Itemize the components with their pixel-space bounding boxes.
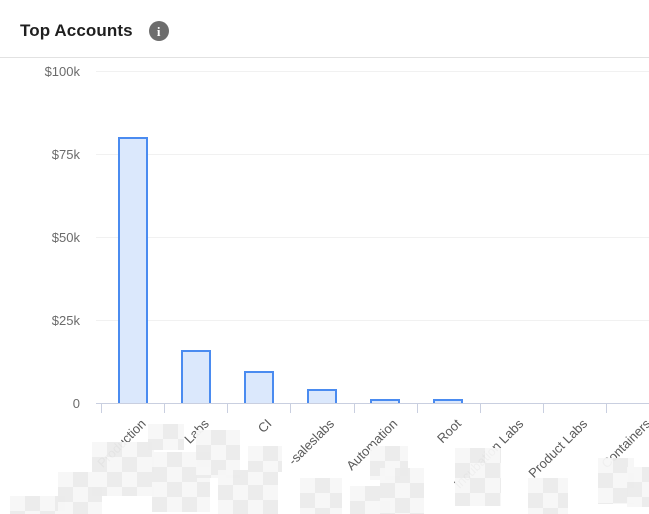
x-axis-tick <box>606 403 607 413</box>
redaction-mosaic <box>627 467 649 507</box>
redaction-mosaic <box>248 446 282 472</box>
x-axis-tick <box>164 403 165 413</box>
x-axis-line <box>96 403 649 404</box>
redaction-mosaic <box>218 470 278 514</box>
y-axis-label: $100k <box>44 64 80 79</box>
gridline <box>96 154 649 155</box>
bar-labs[interactable] <box>181 350 211 403</box>
x-axis-label: -saleslabs <box>285 416 338 468</box>
redaction-mosaic <box>92 442 154 496</box>
redaction-mosaic <box>528 478 568 514</box>
y-axis-label: $75k <box>51 147 80 162</box>
redaction-mosaic <box>380 468 424 514</box>
bar--saleslabs[interactable] <box>307 389 337 403</box>
x-axis-tick <box>290 403 291 413</box>
x-axis-tick <box>543 403 544 413</box>
bar-production[interactable] <box>118 137 148 403</box>
info-icon[interactable]: i <box>148 21 169 41</box>
redaction-mosaic <box>10 496 65 514</box>
header-divider <box>0 57 649 58</box>
x-axis-tick <box>480 403 481 413</box>
x-axis-tick <box>417 403 418 413</box>
redaction-mosaic <box>148 424 184 450</box>
gridline <box>96 237 649 238</box>
x-axis-label: Product Labs <box>525 416 591 481</box>
y-axis-label: $50k <box>51 230 80 245</box>
x-axis-label: CI <box>254 416 275 436</box>
x-axis-tick <box>354 403 355 413</box>
bar-root[interactable] <box>433 399 463 403</box>
redaction-mosaic <box>455 448 501 506</box>
x-axis-tick <box>227 403 228 413</box>
redaction-mosaic <box>300 478 342 514</box>
gridline <box>96 71 649 72</box>
card-title: Top Accounts <box>20 21 133 40</box>
x-axis-tick <box>101 403 102 413</box>
bar-automation[interactable] <box>370 399 400 403</box>
bar-ci[interactable] <box>244 371 274 403</box>
gridline <box>96 320 649 321</box>
y-axis-label: $25k <box>51 313 80 328</box>
y-axis-label: 0 <box>72 396 80 411</box>
info-icon-glyph: i <box>156 23 161 39</box>
x-axis-label: Root <box>433 416 464 447</box>
card-header: Top Accounts i <box>20 17 169 45</box>
